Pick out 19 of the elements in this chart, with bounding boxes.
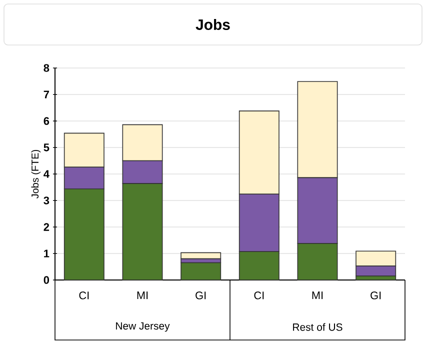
y-tick-label: 0 [44, 276, 50, 284]
x-tick-label: GI [370, 292, 381, 300]
x-tick-label: MI [137, 292, 148, 300]
y-tick-label: 2 [44, 223, 50, 231]
y-tick-label: 3 [44, 196, 50, 204]
y-axis-title: Jobs (FTE) [31, 150, 41, 198]
y-tick-label: 1 [44, 250, 50, 258]
chart-title: Jobs [196, 19, 230, 30]
y-tick-label: 8 [44, 64, 50, 72]
text: New Jersey [116, 322, 170, 332]
y-tick-label: 5 [44, 144, 50, 152]
x-tick-label: CI [79, 292, 89, 300]
y-tick-label: 7 [44, 90, 49, 98]
x-tick-label: CI [254, 292, 264, 300]
x-tick-label: GI [196, 292, 206, 300]
x-tick-label: MI [312, 292, 323, 300]
y-tick-label: 4 [44, 170, 50, 178]
y-tick-label: 6 [44, 117, 50, 125]
text: Rest of US [293, 323, 342, 331]
